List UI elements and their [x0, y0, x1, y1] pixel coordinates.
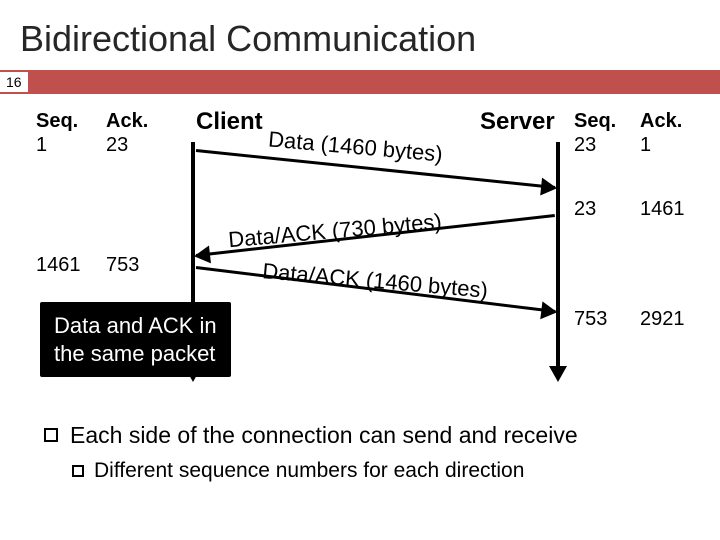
page-number: 16: [0, 72, 28, 92]
left-ack-header: Ack.: [106, 110, 148, 133]
right-seq-1: 23: [574, 198, 596, 221]
right-ack-1: 1461: [640, 198, 685, 221]
right-seq-header: Seq.: [574, 110, 616, 133]
bullet-sub-rest: sequence numbers for each direction: [173, 459, 524, 482]
right-seq-2: 753: [574, 308, 607, 331]
right-ack-header: Ack.: [640, 110, 682, 133]
bullet-main-text: Each side of the connection can send and…: [70, 422, 578, 449]
left-seq-1: 1461: [36, 254, 81, 277]
callout-box: Data and ACK in the same packet: [40, 302, 231, 377]
right-ack-0: 1: [640, 134, 651, 157]
callout-line1: Data and ACK in: [54, 313, 217, 338]
client-label: Client: [196, 108, 263, 136]
left-ack-1: 753: [106, 254, 139, 277]
server-label: Server: [480, 108, 555, 136]
bullet-box-icon: [44, 428, 58, 442]
sub-box-icon: [72, 465, 84, 477]
right-ack-2: 2921: [640, 308, 685, 331]
right-seq-0: 23: [574, 134, 596, 157]
bullet-sub: Different sequence numbers for each dire…: [72, 459, 690, 483]
left-ack-0: 23: [106, 134, 128, 157]
msg3-label: Data/ACK (1460 bytes): [261, 258, 489, 304]
slide-title: Bidirectional Communication: [0, 0, 720, 70]
bullet-sub-prefix: Different: [94, 459, 173, 482]
bullet-list: Each side of the connection can send and…: [0, 404, 720, 483]
sequence-diagram: Seq. Ack. 1 23 1461 753 Seq. Ack. 23 1 2…: [0, 94, 720, 404]
left-seq-header: Seq.: [36, 110, 78, 133]
server-lifeline: [556, 142, 560, 372]
callout-line2: the same packet: [54, 341, 215, 366]
color-stripe: 16: [0, 70, 720, 94]
bullet-main: Each side of the connection can send and…: [44, 422, 690, 449]
bullet-sub-text: Different sequence numbers for each dire…: [94, 459, 524, 483]
msg2-label: Data/ACK (730 bytes): [227, 209, 442, 254]
left-seq-0: 1: [36, 134, 47, 157]
